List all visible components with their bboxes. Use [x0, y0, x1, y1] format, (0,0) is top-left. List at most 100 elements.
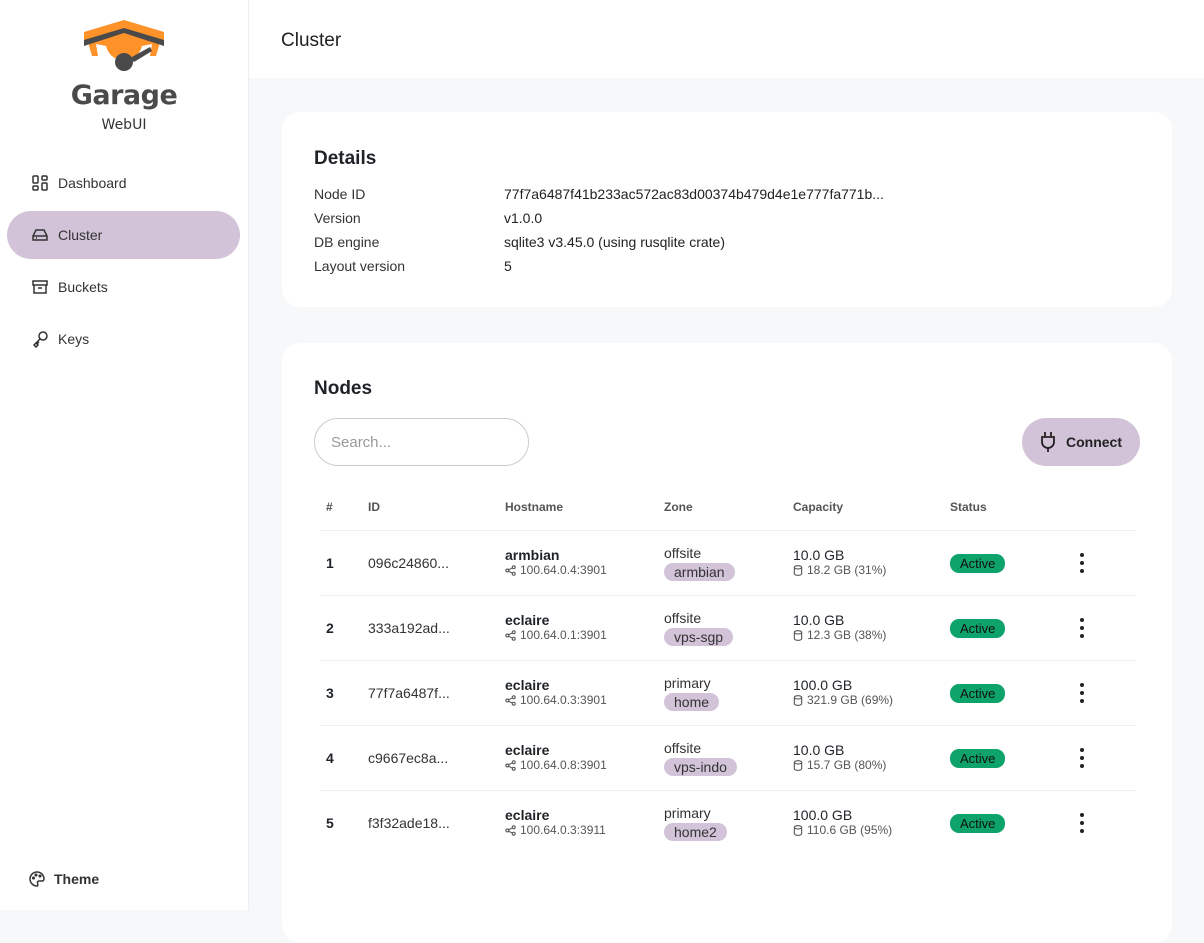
- table-row[interactable]: 2 333a192ad... eclaire 100.64.0.1:3901 o…: [320, 595, 1136, 660]
- detail-value: 77f7a6487f41b233ac572ac83d00374b479d4e1e…: [504, 186, 884, 202]
- hard-drive-icon: [32, 229, 48, 241]
- node-capacity: 10.0 GB: [793, 547, 845, 563]
- node-number: 4: [326, 750, 334, 766]
- more-options-icon[interactable]: [1075, 551, 1089, 575]
- share-icon: [505, 824, 516, 836]
- database-icon: [793, 694, 803, 706]
- status-badge: Active: [950, 619, 1006, 638]
- share-icon: [505, 629, 516, 641]
- detail-value: sqlite3 v3.45.0 (using rusqlite crate): [504, 234, 725, 250]
- column-header: Zone: [664, 500, 693, 514]
- node-number: 1: [326, 555, 334, 571]
- node-hostname: eclaire: [505, 612, 550, 628]
- node-id: 096c24860...: [368, 555, 449, 571]
- detail-value: v1.0.0: [504, 210, 543, 226]
- more-options-icon[interactable]: [1075, 681, 1089, 705]
- zone-tag-badge: vps-sgp: [664, 628, 734, 646]
- sidebar-item-cluster[interactable]: Cluster: [7, 211, 240, 259]
- detail-label: Layout version: [314, 258, 406, 274]
- more-options-icon[interactable]: [1075, 746, 1089, 770]
- table-row[interactable]: 3 77f7a6487f... eclaire 100.64.0.3:3901 …: [320, 660, 1136, 725]
- sidebar-item-label: Buckets: [58, 279, 108, 295]
- node-hostname: eclaire: [505, 677, 550, 693]
- node-capacity: 100.0 GB: [793, 677, 853, 693]
- garage-logo: [84, 20, 164, 71]
- page-header: Cluster: [249, 0, 1204, 78]
- node-zone: offsite: [664, 610, 702, 626]
- detail-row: Version v1.0.0: [314, 210, 542, 226]
- detail-row: Layout version 5: [314, 258, 512, 274]
- node-address: 100.64.0.3:3901: [520, 693, 607, 707]
- nodes-title: Nodes: [314, 378, 373, 399]
- node-capacity: 10.0 GB: [793, 742, 845, 758]
- node-capacity: 10.0 GB: [793, 612, 845, 628]
- node-disk-usage: 12.3 GB (38%): [807, 628, 887, 642]
- nodes-card: Nodes Connect # ID Hostname Zone Capacit…: [282, 343, 1172, 943]
- share-icon: [505, 694, 516, 706]
- theme-label: Theme: [54, 871, 100, 887]
- detail-label: Version: [314, 210, 361, 226]
- database-icon: [793, 564, 803, 576]
- sidebar-item-label: Keys: [58, 331, 90, 347]
- plug-icon: [1041, 432, 1055, 452]
- share-icon: [505, 564, 516, 576]
- database-icon: [793, 759, 803, 771]
- node-zone: offsite: [664, 545, 702, 561]
- zone-tag-badge: armbian: [664, 563, 735, 581]
- node-id: c9667ec8a...: [368, 750, 449, 766]
- node-address: 100.64.0.1:3901: [520, 628, 607, 642]
- palette-icon: [29, 871, 45, 887]
- node-number: 5: [326, 815, 334, 831]
- detail-row: Node ID 77f7a6487f41b233ac572ac83d00374b4…: [314, 186, 884, 202]
- detail-label: DB engine: [314, 234, 380, 250]
- node-id: 77f7a6487f...: [368, 685, 450, 701]
- column-header: Capacity: [793, 500, 844, 514]
- more-options-icon[interactable]: [1075, 811, 1089, 835]
- node-id: f3f32ade18...: [368, 815, 450, 831]
- table-row[interactable]: 4 c9667ec8a... eclaire 100.64.0.8:3901 o…: [320, 725, 1136, 790]
- node-disk-usage: 321.9 GB (69%): [807, 693, 894, 707]
- node-number: 3: [326, 685, 334, 701]
- sidebar-item-buckets[interactable]: Buckets: [7, 263, 240, 311]
- theme-button[interactable]: Theme: [28, 870, 99, 888]
- node-id: 333a192ad...: [368, 620, 450, 636]
- sidebar-item-dashboard[interactable]: Dashboard: [7, 159, 240, 207]
- node-zone: offsite: [664, 740, 702, 756]
- detail-row: DB engine sqlite3 v3.45.0 (using rusqlite…: [314, 234, 725, 250]
- zone-tag-badge: vps-indo: [664, 758, 737, 776]
- node-disk-usage: 110.6 GB (95%): [807, 823, 893, 837]
- search-input[interactable]: [314, 418, 529, 466]
- sidebar: Garage WebUI Dashboard Cluster Buckets K…: [0, 0, 249, 910]
- table-row[interactable]: 5 f3f32ade18... eclaire 100.64.0.3:3911 …: [320, 790, 1136, 855]
- detail-value: 5: [504, 258, 512, 274]
- status-badge: Active: [950, 814, 1006, 833]
- node-hostname: armbian: [505, 547, 560, 563]
- column-header: Hostname: [505, 500, 564, 514]
- details-card: Details Node ID 77f7a6487f41b233ac572ac83…: [282, 112, 1172, 307]
- node-disk-usage: 18.2 GB (31%): [807, 563, 887, 577]
- detail-label: Node ID: [314, 186, 366, 202]
- page-title: Cluster: [281, 30, 342, 51]
- connect-button[interactable]: Connect: [1022, 418, 1140, 466]
- share-icon: [505, 759, 516, 771]
- brand-subtitle: WebUI: [101, 117, 147, 133]
- node-disk-usage: 15.7 GB (80%): [807, 758, 887, 772]
- table-row[interactable]: 1 096c24860... armbian 100.64.0.4:3901 o…: [320, 530, 1136, 595]
- zone-tag-badge: home: [664, 693, 720, 711]
- column-header: #: [326, 500, 333, 514]
- more-options-icon[interactable]: [1075, 616, 1089, 640]
- database-icon: [793, 629, 803, 641]
- status-badge: Active: [950, 684, 1006, 703]
- zone-tag-badge: home2: [664, 823, 727, 841]
- node-capacity: 100.0 GB: [793, 807, 853, 823]
- sidebar-item-keys[interactable]: Keys: [7, 315, 240, 363]
- node-address: 100.64.0.3:3911: [520, 823, 606, 837]
- sidebar-item-label: Cluster: [58, 227, 103, 243]
- node-hostname: eclaire: [505, 742, 550, 758]
- details-title: Details: [314, 148, 377, 169]
- sidebar-item-label: Dashboard: [58, 175, 127, 191]
- column-header: Status: [950, 500, 987, 514]
- node-hostname: eclaire: [505, 807, 550, 823]
- status-badge: Active: [950, 554, 1006, 573]
- key-icon: [32, 331, 48, 348]
